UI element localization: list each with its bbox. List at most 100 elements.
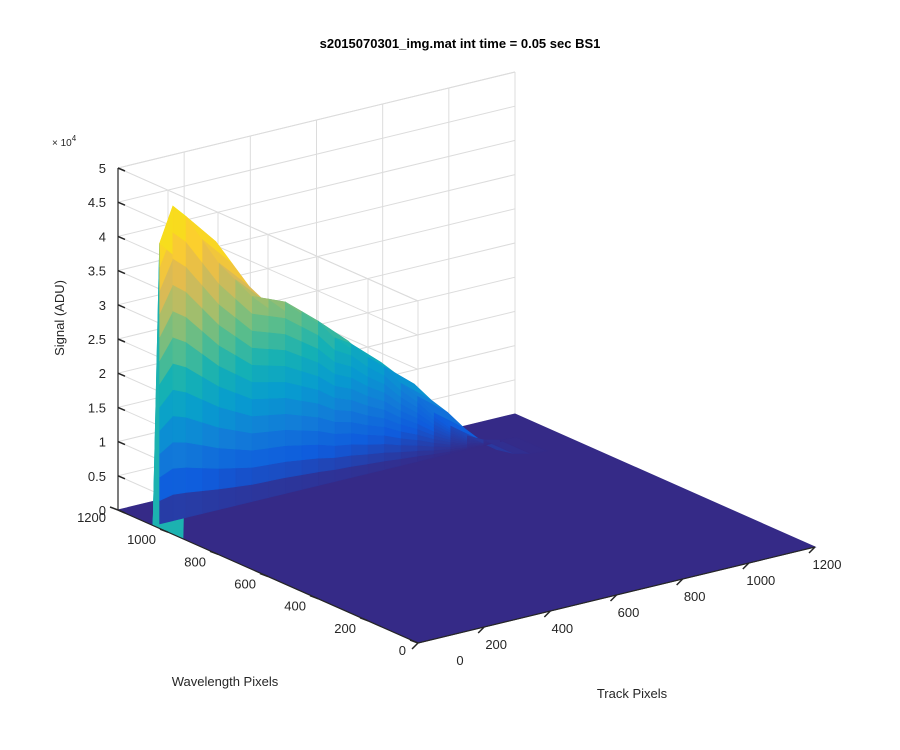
x-tick-label: 200 xyxy=(485,637,507,652)
ridge-face xyxy=(384,443,402,453)
ridge-face xyxy=(251,330,270,350)
ridge-face xyxy=(218,447,237,469)
z-tick-mark xyxy=(117,372,126,377)
x-tick-mark xyxy=(609,594,618,602)
ridge-face xyxy=(172,415,187,443)
z-tick-label: 5 xyxy=(99,161,106,176)
z-tick-mark xyxy=(117,201,126,206)
ridge-face xyxy=(202,488,220,514)
plot-title: s2015070301_img.mat int time = 0.05 sec … xyxy=(320,36,601,51)
y-tick-mark xyxy=(409,639,419,644)
ridge-face xyxy=(235,467,253,488)
ridge-face xyxy=(318,444,336,459)
ridge-face xyxy=(172,467,187,495)
z-exponent-prefix: × 10 xyxy=(52,138,72,149)
ridge-face xyxy=(172,389,187,418)
ridge-face xyxy=(268,445,286,465)
ridge-face xyxy=(301,429,319,446)
ridge-face xyxy=(218,427,237,450)
z-tick-label: 4 xyxy=(99,229,106,244)
ridge-face xyxy=(235,484,253,506)
ridge-face xyxy=(268,348,286,367)
x-tick-mark xyxy=(411,642,419,650)
x-tick-mark xyxy=(742,562,750,570)
z-tick-label: 3 xyxy=(99,298,106,313)
box-top-edge xyxy=(117,71,516,169)
ridge-face xyxy=(202,467,220,492)
ridge-face xyxy=(334,409,352,423)
x-tick-mark xyxy=(676,578,684,586)
y-tick-mark xyxy=(109,506,119,511)
ridge-face xyxy=(202,444,220,469)
z-exponent-power: 4 xyxy=(72,134,77,143)
z-tick-mark xyxy=(117,475,126,480)
ridge-face xyxy=(268,315,286,335)
ridge-face xyxy=(251,381,270,400)
labels-layer: 0200400600800100012000200400600800100012… xyxy=(77,161,841,668)
ridge-face xyxy=(172,336,187,368)
x-tick-mark xyxy=(543,610,551,618)
ridge-face xyxy=(268,461,286,482)
ridge-face xyxy=(301,415,319,432)
ridge-face xyxy=(251,398,270,417)
ridge-face xyxy=(268,381,286,399)
ridge-face xyxy=(400,444,418,453)
ridge-face xyxy=(251,313,270,333)
ridge-face xyxy=(251,431,270,451)
ridge-face xyxy=(235,429,253,451)
ridge-face xyxy=(218,467,237,490)
ridge-face xyxy=(268,413,286,432)
ridge-face xyxy=(251,347,270,366)
z-tick-mark xyxy=(117,269,126,275)
z-tick-label: 1 xyxy=(99,435,106,450)
ridge-face xyxy=(172,441,187,469)
x-tick-mark xyxy=(808,546,816,554)
z-tick-label: 0.5 xyxy=(88,469,106,484)
ridge-face xyxy=(318,457,336,473)
axes-layer xyxy=(109,167,816,650)
ridge-face xyxy=(334,432,352,446)
ridge-face xyxy=(268,429,286,449)
x-tick-label: 400 xyxy=(551,621,573,636)
z-tick-label: 2 xyxy=(99,366,106,381)
back-wall-grid-line xyxy=(117,105,516,203)
z-tick-label: 2.5 xyxy=(88,332,106,347)
z-tick-label: 1.5 xyxy=(88,400,106,415)
ridge-face xyxy=(334,421,352,434)
ridge-face xyxy=(351,443,369,456)
x-tick-label: 600 xyxy=(618,605,640,620)
ridge-face xyxy=(218,486,237,510)
ridge-face xyxy=(285,413,303,431)
z-axis-label: Signal (ADU) xyxy=(52,280,67,356)
z-exponent-label: × 104 xyxy=(52,134,77,149)
z-tick-mark xyxy=(117,406,126,412)
ridge-face xyxy=(268,331,286,351)
ridge-face xyxy=(285,459,303,478)
z-tick-label: 4.5 xyxy=(88,195,106,210)
z-tick-mark xyxy=(117,304,126,309)
ridge-face xyxy=(367,443,385,455)
y-tick-label: 400 xyxy=(284,599,306,614)
ridge-face xyxy=(285,429,303,446)
y-tick-label: 600 xyxy=(234,577,256,592)
ridge-face xyxy=(185,490,203,518)
ridge-face xyxy=(251,447,270,468)
ridge-face xyxy=(235,448,253,469)
ridge-face xyxy=(251,464,270,485)
z-tick-mark xyxy=(117,440,126,446)
x-tick-label: 0 xyxy=(456,653,463,668)
z-tick-label: 0 xyxy=(99,503,106,518)
ridge-face xyxy=(334,443,352,458)
y-tick-mark xyxy=(259,572,269,578)
ridge-face xyxy=(268,364,286,383)
y-tick-label: 1000 xyxy=(127,532,156,547)
ridge-face xyxy=(185,467,203,493)
y-tick-mark xyxy=(159,528,169,533)
ridge-face xyxy=(268,397,286,416)
y-tick-label: 800 xyxy=(184,554,206,569)
x-tick-label: 800 xyxy=(684,589,706,604)
ridge-face xyxy=(172,363,187,393)
z-tick-label: 3.5 xyxy=(88,264,106,279)
surface-layer xyxy=(116,205,817,644)
y-tick-label: 200 xyxy=(334,621,356,636)
